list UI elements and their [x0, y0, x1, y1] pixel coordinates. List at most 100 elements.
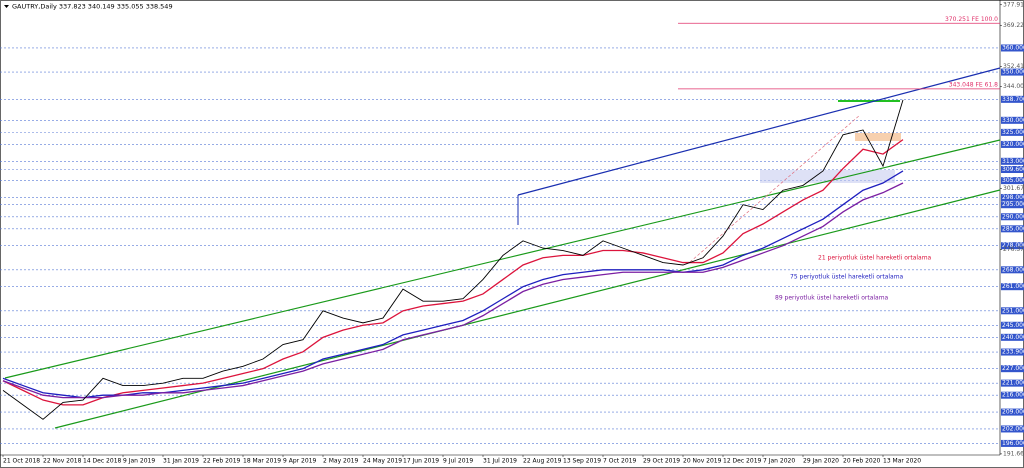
level-label-box	[1001, 333, 1024, 341]
level-label: 261.000	[1002, 283, 1024, 290]
x-tick-label: 7 Jan 2020	[763, 458, 795, 465]
level-label: 338.700	[1002, 96, 1024, 103]
level-label-box	[1001, 307, 1024, 315]
levels: 360.000 350.000 338.700 330.000 325.000 320.0…	[0, 44, 1024, 447]
resistance-zone	[855, 133, 901, 141]
level-label-box	[1001, 68, 1024, 76]
level-label: 278.000	[1002, 242, 1024, 249]
x-tick-label: 18 Mar 2019	[243, 458, 281, 465]
y-tick-label: 191.660	[1003, 450, 1024, 457]
x-tick-label: 20 Nov 2019	[683, 458, 722, 465]
x-tick-label: 31 Jan 2019	[163, 458, 199, 465]
level-label-box	[1001, 408, 1024, 416]
level-label: 320.000	[1002, 141, 1024, 148]
level-label-box	[1001, 379, 1024, 387]
level-label: 209.000	[1002, 409, 1024, 416]
channel-top	[4, 139, 1001, 379]
level-label-box	[1001, 201, 1024, 209]
level-label-box	[1001, 321, 1024, 329]
level-label: 227.000	[1002, 365, 1024, 372]
level-label-box	[1001, 116, 1024, 124]
x-tick-label: 31 Jul 2019	[483, 458, 517, 465]
y-tick-label: 344.000	[1003, 83, 1024, 90]
level-label-box	[1001, 193, 1024, 201]
x-tick-label: 24 May 2019	[363, 458, 402, 465]
x-tick-label: 20 Feb 2020	[843, 458, 881, 465]
level-label: 202.000	[1002, 425, 1024, 432]
level-label: 290.000	[1002, 213, 1024, 220]
level-label-box	[1001, 177, 1024, 185]
level-label: 330.000	[1002, 117, 1024, 124]
level-label-box	[1001, 425, 1024, 433]
level-label: 285.000	[1002, 225, 1024, 232]
ema-line	[2, 170, 904, 399]
legend-label: 89 periyotluk üstel hareketli ortalama	[775, 295, 889, 302]
level-label-box	[1001, 157, 1024, 165]
level-label: 251.000	[1002, 307, 1024, 314]
x-tick-label: 21 Oct 2018	[3, 458, 40, 465]
chart-title: GAUTRY,Daily 337.823 340.149 335.055 338…	[12, 3, 173, 11]
level-label: 305.000	[1002, 177, 1024, 184]
level-label: 295.000	[1002, 201, 1024, 208]
x-tick-label: 9 Jan 2019	[123, 458, 155, 465]
price-line	[2, 99, 904, 420]
level-label-box	[1001, 166, 1024, 174]
legend-label: 21 periyotluk üstel hareketli ortalama	[818, 255, 932, 262]
level-label: 221.000	[1002, 380, 1024, 387]
level-label: 245.000	[1002, 322, 1024, 329]
level-label: 309.600	[1002, 166, 1024, 173]
level-label: 350.000	[1002, 69, 1024, 76]
x-tick-label: 22 Nov 2018	[43, 458, 82, 465]
level-label: 325.000	[1002, 129, 1024, 136]
level-label: 360.000	[1002, 44, 1024, 51]
series	[2, 99, 904, 420]
level-label: 268.000	[1002, 266, 1024, 273]
level-label-box	[1001, 266, 1024, 274]
x-tick-label: 22 Feb 2019	[203, 458, 241, 465]
level-label-box	[1001, 242, 1024, 250]
y-tick-label: 377.915	[1003, 1, 1024, 8]
level-label-box	[1001, 348, 1024, 356]
level-label-box	[1001, 140, 1024, 148]
level-label-box	[1001, 391, 1024, 399]
fib-label: 343.048 FE 61.8	[949, 81, 998, 88]
fib-label: 370.251 FE 100.0	[945, 16, 998, 23]
level-label-box	[1001, 365, 1024, 373]
x-tick-label: 17 Jun 2019	[403, 458, 439, 465]
projection-line	[689, 114, 861, 263]
x-tick-label: 22 Aug 2019	[523, 458, 562, 465]
level-label: 313.000	[1002, 158, 1024, 165]
level-label-box	[1001, 44, 1024, 52]
level-label: 298.000	[1002, 194, 1024, 201]
level-label: 196.000	[1002, 440, 1024, 447]
ema-line	[2, 139, 904, 406]
level-label: 216.000	[1002, 392, 1024, 399]
level-label: 233.900	[1002, 349, 1024, 356]
y-tick-label: 369.225	[1003, 22, 1024, 29]
level-label-box	[1001, 128, 1024, 136]
level-label-box	[1001, 439, 1024, 447]
y-tick-label: 352.415	[1003, 63, 1024, 70]
x-tick-label: 9 Jul 2019	[443, 458, 473, 465]
x-tick-label: 7 Oct 2019	[603, 458, 636, 465]
level-label-box	[1001, 95, 1024, 103]
ema-line	[2, 182, 904, 399]
y-tick-label: 276.370	[1003, 246, 1024, 253]
x-tick-label: 2 May 2019	[323, 458, 358, 465]
level-label-box	[1001, 283, 1024, 291]
level-label: 240.000	[1002, 334, 1024, 341]
x-tick-label: 13 Sep 2019	[563, 458, 601, 465]
level-label-box	[1001, 225, 1024, 233]
y-tick-label: 301.670	[1003, 185, 1024, 192]
x-tick-label: 13 Mar 2020	[883, 458, 921, 465]
x-tick-label: 9 Apr 2019	[283, 458, 316, 465]
channel-bottom	[54, 189, 1001, 429]
x-tick-label: 29 Jan 2020	[803, 458, 839, 465]
legend-label: 75 periyotluk üstel hareketli ortalama	[790, 274, 904, 281]
x-tick-label: 14 Dec 2018	[83, 458, 122, 465]
x-tick-label: 12 Dec 2019	[723, 458, 762, 465]
menu-arrow[interactable]	[4, 5, 9, 8]
level-label-box	[1001, 213, 1024, 221]
